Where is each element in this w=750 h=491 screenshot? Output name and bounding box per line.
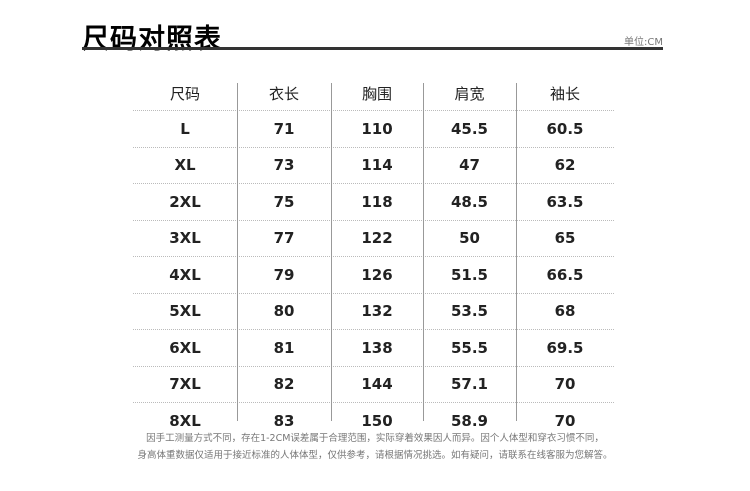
table-header-row: 尺码 衣长 胸围 肩宽 袖长 <box>133 77 614 111</box>
size-cell: 8XL <box>169 411 201 430</box>
size-cell: 5XL <box>169 302 201 321</box>
measurement-cell: 66.5 <box>546 265 584 284</box>
measurement-cell: 70 <box>554 411 576 430</box>
measurement-cell: 114 <box>361 156 393 175</box>
measurement-cell: 60.5 <box>546 119 584 138</box>
size-cell: 4XL <box>169 265 201 284</box>
page-title: 尺码对照表 <box>82 24 222 55</box>
table-row: 5XL 80 132 53.5 68 <box>133 294 614 330</box>
measurement-cell: 57.1 <box>450 375 488 394</box>
table-row: 4XL 79 126 51.5 66.5 <box>133 257 614 294</box>
column-header: 胸围 <box>361 85 392 103</box>
table-row: 3XL 77 122 50 65 <box>133 221 614 257</box>
size-cell: 6XL <box>169 338 201 357</box>
measurement-cell: 79 <box>273 265 295 284</box>
measurement-cell: 138 <box>361 338 393 357</box>
measurement-cell: 77 <box>273 229 295 248</box>
measurement-cell: 81 <box>273 338 295 357</box>
measurement-cell: 118 <box>361 192 393 211</box>
column-divider <box>331 83 332 421</box>
measurement-cell: 122 <box>361 229 393 248</box>
measurement-cell: 110 <box>361 119 393 138</box>
measurement-cell: 51.5 <box>450 265 488 284</box>
footnote-line: 身高体重数据仅适用于接近标准的人体体型，仅供参考，请根据情况挑选。如有疑问，请联… <box>137 450 613 461</box>
footnote-line: 因手工测量方式不同，存在1-2CM误差属于合理范围，实际穿着效果因人而异。因个人… <box>146 433 604 444</box>
measurement-cell: 48.5 <box>450 192 488 211</box>
column-divider <box>237 83 238 421</box>
column-divider <box>516 83 517 421</box>
size-table: 尺码 衣长 胸围 肩宽 袖长 L 71 110 45.5 60.5 XL 73 114 47 62… <box>133 77 614 439</box>
measurement-cell: 70 <box>554 375 576 394</box>
measurement-cell: 150 <box>361 411 393 430</box>
measurement-cell: 73 <box>273 156 295 175</box>
table-row: L 71 110 45.5 60.5 <box>133 111 614 148</box>
measurement-cell: 50 <box>459 229 480 248</box>
table-row: 6XL 81 138 55.5 69.5 <box>133 330 614 367</box>
measurement-cell: 132 <box>361 302 393 321</box>
measurement-cell: 47 <box>459 156 480 175</box>
measurement-cell: 62 <box>554 156 576 175</box>
measurement-cell: 83 <box>273 411 295 430</box>
measurement-cell: 71 <box>273 119 295 138</box>
table-row: 8XL 83 150 58.9 70 <box>133 403 614 439</box>
measurement-cell: 53.5 <box>450 302 488 321</box>
measurement-cell: 75 <box>273 192 295 211</box>
size-cell: XL <box>174 156 196 175</box>
measurement-cell: 69.5 <box>546 338 584 357</box>
unit-label: 单位:CM <box>624 37 663 48</box>
measurement-cell: 80 <box>273 302 295 321</box>
measurement-cell: 65 <box>554 229 576 248</box>
column-divider <box>423 83 424 421</box>
column-header: 衣长 <box>268 85 299 103</box>
measurement-cell: 68 <box>554 302 576 321</box>
measurement-cell: 55.5 <box>450 338 488 357</box>
column-header: 袖长 <box>549 85 580 103</box>
size-cell: 2XL <box>169 192 201 211</box>
measurement-cell: 58.9 <box>450 411 488 430</box>
measurement-cell: 63.5 <box>546 192 584 211</box>
measurement-cell: 82 <box>273 375 295 394</box>
size-cell: L <box>180 119 190 138</box>
table-row: 2XL 75 118 48.5 63.5 <box>133 184 614 221</box>
title-divider <box>82 47 663 50</box>
size-cell: 3XL <box>169 229 201 248</box>
table-row: 7XL 82 144 57.1 70 <box>133 367 614 403</box>
size-cell: 7XL <box>169 375 201 394</box>
measurement-cell: 45.5 <box>450 119 488 138</box>
column-header: 尺码 <box>169 85 200 103</box>
measurement-cell: 144 <box>361 375 393 394</box>
column-header: 肩宽 <box>454 85 485 103</box>
measurement-cell: 126 <box>361 265 393 284</box>
table-row: XL 73 114 47 62 <box>133 148 614 184</box>
